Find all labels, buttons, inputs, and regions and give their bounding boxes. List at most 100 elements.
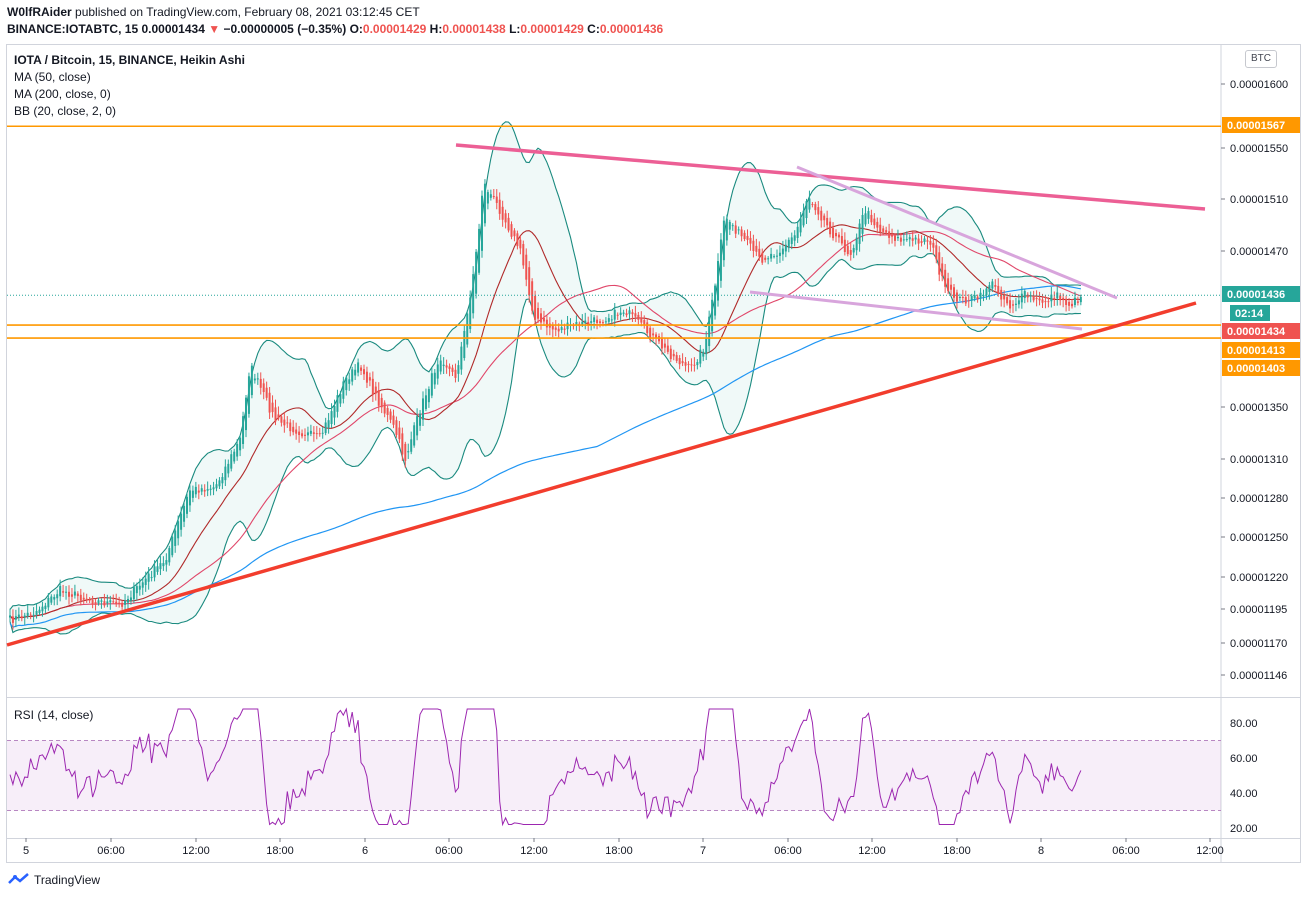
candle [640,311,643,327]
candle-body [230,454,233,469]
footer-brand[interactable]: TradingView [8,873,100,887]
legend-ma200[interactable]: MA (200, close, 0) [14,87,111,101]
candle [304,428,306,441]
candle-body [985,288,988,296]
candle-body [545,319,548,328]
candle [324,417,327,436]
candle [814,201,817,215]
rsi-tick-label: 40.00 [1230,788,1258,800]
candle [457,360,460,382]
candle [1000,286,1003,307]
candle [1017,294,1020,309]
candle [433,369,436,389]
candle [902,232,905,246]
bollinger-bands [9,121,1081,635]
candle [755,238,758,257]
candle [91,595,94,609]
candle [395,416,398,438]
candle [681,353,684,367]
candle-body [749,237,752,244]
candle-body [625,313,628,316]
candle [525,248,528,287]
candle-body [675,355,678,361]
price-tag: 0.00001403 [1222,360,1300,376]
candle [719,233,722,288]
candle-body [843,239,846,253]
candle-body [475,251,478,294]
last-price: 0.00001434 [141,22,205,36]
candle [76,591,79,603]
candle-body [663,343,666,348]
candle-body [619,312,622,316]
candle [773,254,776,259]
candle [245,395,247,438]
author-name[interactable]: W0lfRAider [7,5,72,19]
candle [312,426,315,442]
candle [507,213,510,233]
candle [616,312,619,320]
candle [858,219,861,252]
x-tick-label: 06:00 [1112,845,1140,857]
x-tick-label: 7 [700,845,706,857]
candle-body [566,322,569,330]
candle-body [351,369,354,382]
candle-body [100,600,103,602]
candle-body [436,364,439,379]
candle [879,217,882,237]
candle [35,603,38,619]
candle-body [365,371,368,383]
candle-body [171,536,174,556]
candle-body [923,238,926,242]
legend-title[interactable]: IOTA / Bitcoin, 15, BINANCE, Heikin Ashi [14,53,245,67]
candle-body [991,281,994,289]
candle-body [563,328,566,330]
candle-body [891,234,894,237]
candle-body [374,386,377,394]
candle-body [194,486,197,495]
candle [540,308,542,330]
candle-body [174,530,177,546]
candle-body [50,596,53,603]
legend-ma50[interactable]: MA (50, close) [14,70,91,84]
candle [483,179,486,227]
candle-body [649,327,652,340]
candle [802,203,805,228]
candle-body [41,606,44,612]
candle-body [451,367,454,372]
y-tick-label: 0.00001550 [1230,143,1288,155]
candle [481,190,483,258]
candle-body [333,406,336,418]
candle [781,240,784,261]
candle-body [1006,297,1009,304]
candle [846,240,849,257]
candle-body [1062,297,1065,300]
candle [271,395,274,418]
candle-body [389,411,392,420]
candle-body [702,351,705,357]
candle [944,263,947,294]
currency-badge[interactable]: BTC [1245,50,1277,68]
candle-body [973,295,976,299]
candle [864,206,867,227]
rsi-legend[interactable]: RSI (14, close) [14,708,94,722]
candle [430,366,433,399]
candle [186,492,188,519]
candle [793,230,796,247]
candle-body [894,235,896,241]
y-tick-label: 0.00001350 [1230,402,1288,414]
candle [150,570,153,582]
candle-body [1076,301,1079,303]
candle-body [935,245,938,260]
candle-body [144,578,147,586]
candle-body [616,314,619,316]
y-tick-label: 0.00001280 [1230,493,1288,505]
candle-body [292,426,295,433]
candle [894,233,896,247]
candle [717,253,719,307]
candle [330,403,333,428]
candle [622,309,625,317]
legend-bb[interactable]: BB (20, close, 2, 0) [14,104,117,118]
candle [932,235,935,255]
candle [1047,297,1050,308]
